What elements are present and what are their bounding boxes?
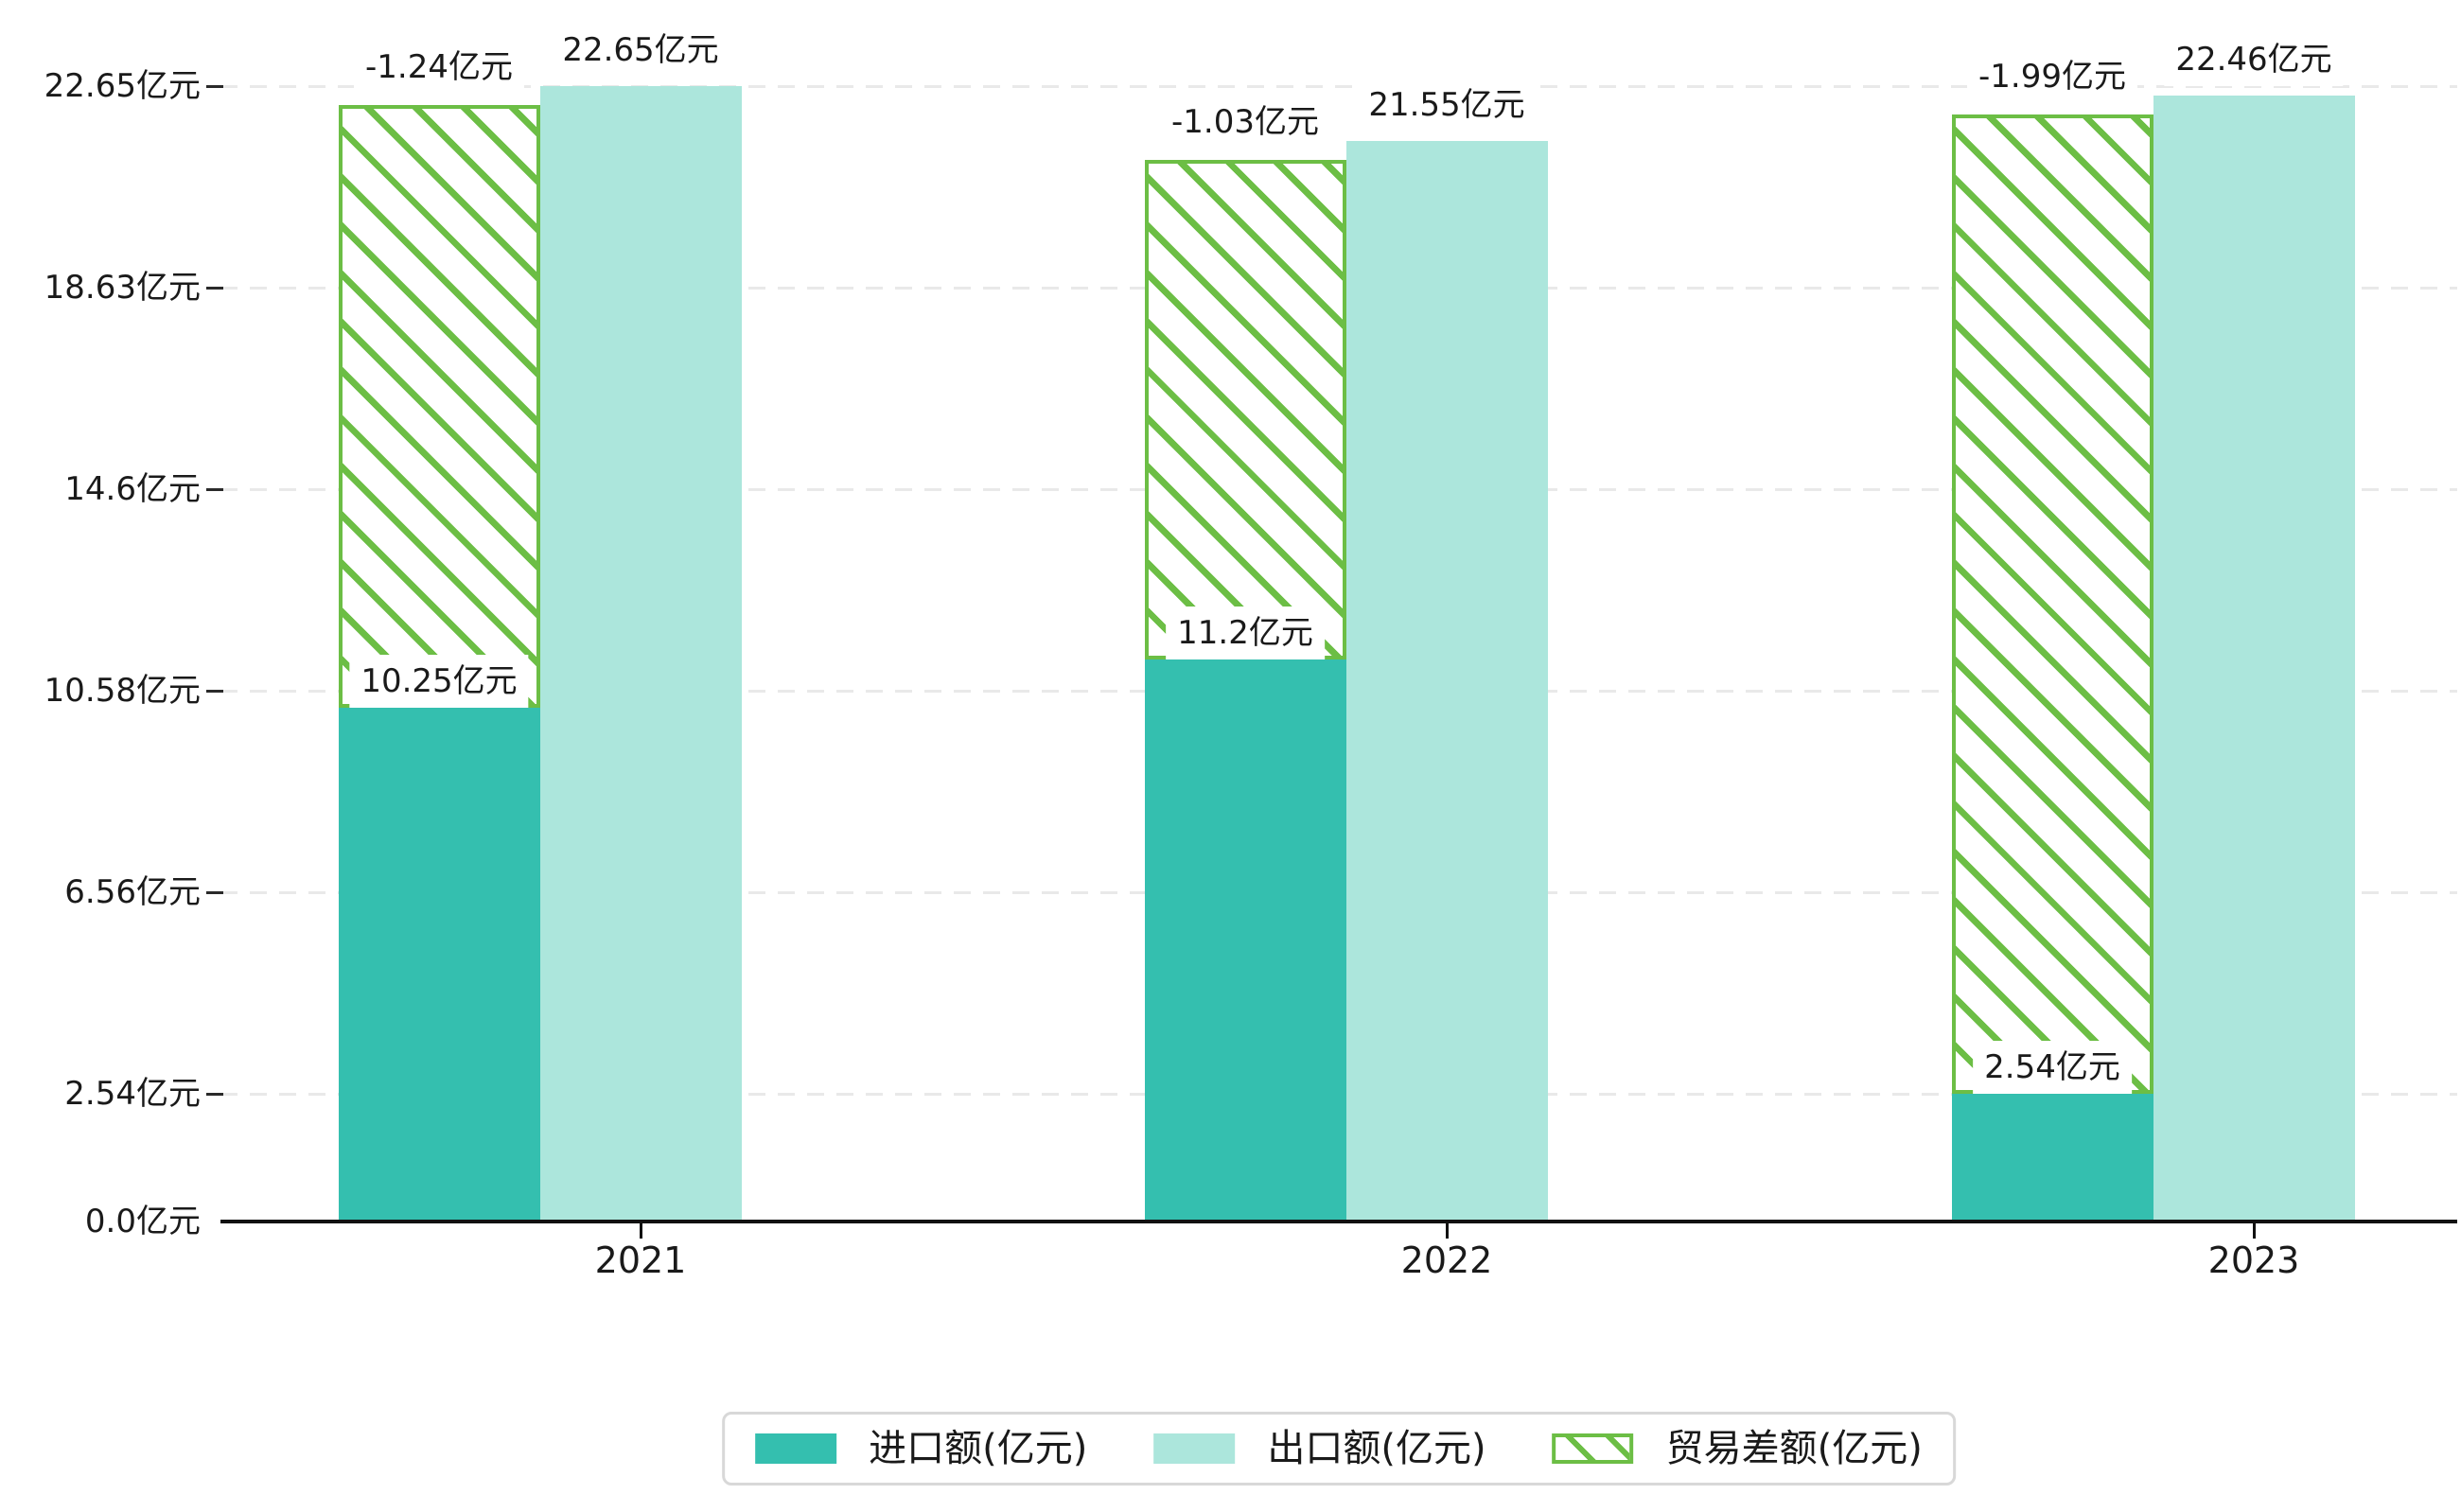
y-gridline	[220, 84, 2457, 88]
y-axis-tick-label: 10.58亿元	[44, 672, 201, 711]
import-value-label-2022: 11.2亿元	[1166, 607, 1325, 660]
x-axis-line	[220, 1220, 2457, 1223]
import-value-label-2021: 10.25亿元	[349, 654, 529, 708]
trade-balance-value-label-2022: -1.03亿元	[1160, 95, 1330, 149]
legend-label-trade_balance: 贸易差额(亿元)	[1665, 1427, 1923, 1470]
x-tick-mark	[2253, 1223, 2256, 1239]
y-tick-mark	[206, 891, 223, 895]
y-tick-mark	[206, 690, 223, 694]
legend-swatch-export-icon	[1153, 1433, 1236, 1464]
y-tick-mark	[206, 488, 223, 492]
bar-export-2022	[1345, 140, 1548, 1223]
x-tick-mark	[640, 1223, 642, 1239]
trade-balance-value-label-2023: -1.99亿元	[1967, 49, 2137, 103]
legend-swatch-import-icon	[755, 1433, 837, 1464]
legend: 进口额(亿元) 出口额(亿元) 贸易差额(亿元)	[722, 1412, 1956, 1486]
y-tick-mark	[206, 1093, 223, 1097]
export-value-label-2021: 22.65亿元	[551, 23, 730, 77]
bar-trade-balance-2022	[1144, 159, 1346, 660]
export-value-label-2022: 21.55亿元	[1357, 78, 1537, 132]
y-axis-tick-label: 18.63亿元	[44, 268, 201, 307]
legend-item-trade_balance: 贸易差额(亿元)	[1552, 1427, 1923, 1470]
trade-balance-value-label-2021: -1.24亿元	[354, 40, 524, 94]
bar-export-2023	[2153, 95, 2355, 1223]
y-tick-mark	[206, 84, 223, 88]
y-axis-tick-label: 14.6亿元	[64, 470, 201, 509]
bar-export-2021	[539, 85, 742, 1223]
y-axis-tick-label: 6.56亿元	[64, 873, 201, 912]
x-axis-label-2022: 2022	[1400, 1239, 1493, 1281]
legend-label-import: 进口额(亿元)	[869, 1427, 1088, 1470]
y-axis-tick-label: 22.65亿元	[44, 66, 201, 105]
bar-import-2022	[1144, 659, 1346, 1223]
x-axis-label-2021: 2021	[594, 1239, 687, 1281]
y-axis-tick-label: 0.0亿元	[84, 1203, 201, 1240]
y-axis-tick-label: 2.54亿元	[64, 1075, 201, 1114]
legend-label-export: 出口额(亿元)	[1267, 1427, 1486, 1470]
bar-trade-balance-2023	[1951, 114, 2153, 1095]
legend-item-export: 出口额(亿元)	[1153, 1427, 1486, 1470]
legend-item-import: 进口额(亿元)	[755, 1428, 1087, 1469]
y-tick-mark	[206, 286, 223, 290]
export-value-label-2023: 22.46亿元	[2164, 32, 2344, 86]
x-axis-label-2023: 2023	[2207, 1239, 2300, 1281]
bar-trade-balance-2021	[338, 104, 540, 708]
legend-swatch-trade_balance-icon	[1552, 1433, 1634, 1464]
bar-import-2021	[338, 707, 540, 1223]
bar-import-2023	[1951, 1094, 2153, 1223]
import-value-label-2023: 2.54亿元	[1973, 1041, 2132, 1095]
x-tick-mark	[1446, 1223, 1449, 1239]
